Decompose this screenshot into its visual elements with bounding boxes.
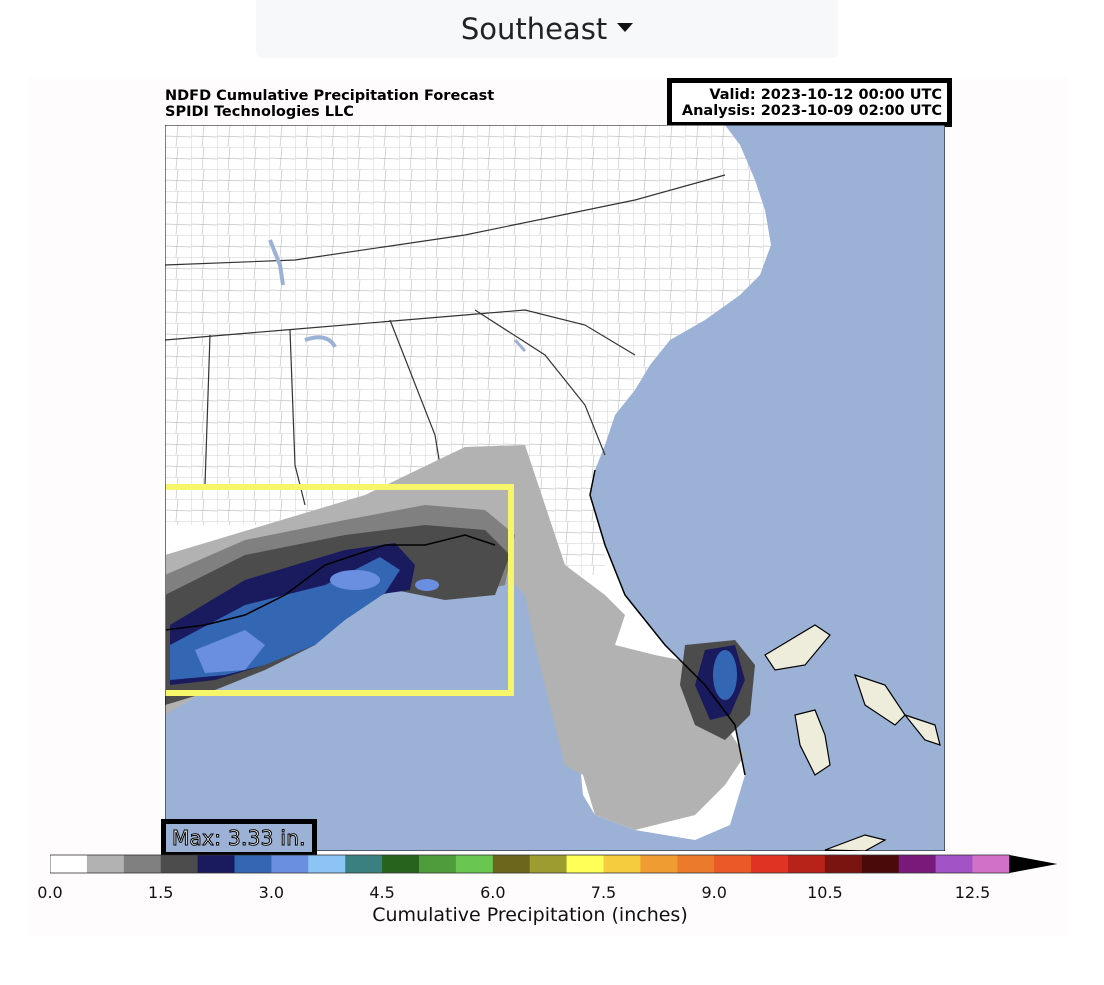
analysis-time: Analysis: 2023-10-09 02:00 UTC bbox=[681, 103, 942, 119]
colorbar-bin bbox=[972, 855, 1010, 873]
map-title-line2: SPIDI Technologies LLC bbox=[165, 104, 354, 120]
region-dropdown[interactable]: Southeast bbox=[256, 0, 838, 58]
colorbar-bin bbox=[234, 855, 272, 873]
colorbar-bin bbox=[824, 855, 863, 873]
colorbar-bin bbox=[419, 855, 457, 873]
precipitation-map-figure: NDFD Cumulative Precipitation Forecast S… bbox=[28, 78, 1068, 936]
valid-time: Valid: 2023-10-12 00:00 UTC bbox=[709, 87, 942, 103]
colorbar-bin bbox=[714, 855, 752, 873]
max-value-box: Max: 3.33 in. bbox=[161, 819, 317, 857]
colorbar-bin bbox=[603, 855, 641, 873]
map-title: NDFD Cumulative Precipitation Forecast S… bbox=[165, 88, 494, 120]
colorbar-bin bbox=[345, 855, 383, 873]
colorbar-bin bbox=[271, 855, 309, 873]
colorbar-tick-label: 0.0 bbox=[37, 883, 63, 902]
bahamas-island bbox=[764, 624, 831, 671]
colorbar-title: Cumulative Precipitation (inches) bbox=[372, 904, 688, 926]
colorbar-bin bbox=[382, 855, 420, 873]
map-title-line1: NDFD Cumulative Precipitation Forecast bbox=[165, 88, 495, 104]
map-area bbox=[165, 125, 945, 851]
colorbar-tick-label: 1.5 bbox=[147, 883, 174, 902]
colorbar-bin bbox=[529, 855, 568, 873]
colorbar-bin bbox=[861, 855, 900, 873]
colorbar-bin bbox=[677, 855, 715, 873]
colorbar-bin bbox=[935, 855, 973, 873]
max-value-label: Max: 3.33 in. bbox=[166, 824, 312, 852]
colorbar-extend-arrow bbox=[1009, 855, 1058, 873]
colorbar-bin bbox=[197, 855, 235, 873]
colorbar-bin bbox=[788, 855, 826, 873]
colorbar-bin bbox=[123, 855, 162, 873]
colorbar-tick-label: 4.5 bbox=[369, 883, 395, 902]
colorbar-tick-label: 6.0 bbox=[480, 883, 506, 902]
valid-time-box: Valid: 2023-10-12 00:00 UTC Analysis: 20… bbox=[666, 78, 952, 127]
colorbar-tick-label: 10.5 bbox=[807, 883, 843, 902]
colorbar-bin bbox=[308, 855, 346, 873]
colorbar-bin bbox=[455, 855, 494, 873]
colorbar-bin bbox=[160, 855, 199, 873]
colorbar bbox=[50, 854, 1058, 874]
colorbar-bin bbox=[640, 855, 678, 873]
colorbar-bin bbox=[492, 855, 531, 873]
colorbar-tick-label: 12.5 bbox=[954, 883, 991, 902]
chevron-down-icon bbox=[617, 22, 634, 32]
colorbar-bin bbox=[898, 855, 937, 873]
colorbar-bin bbox=[86, 855, 125, 873]
highlight-box bbox=[165, 484, 514, 696]
colorbar-tick-label: 7.5 bbox=[590, 883, 617, 902]
colorbar-tick-label: 3.0 bbox=[258, 883, 285, 902]
colorbar-bin bbox=[50, 855, 88, 873]
colorbar-bin bbox=[751, 855, 789, 873]
colorbar-bin bbox=[566, 855, 604, 873]
colorbar-tick-label: 9.0 bbox=[701, 883, 727, 902]
region-dropdown-label: Southeast bbox=[460, 12, 608, 46]
